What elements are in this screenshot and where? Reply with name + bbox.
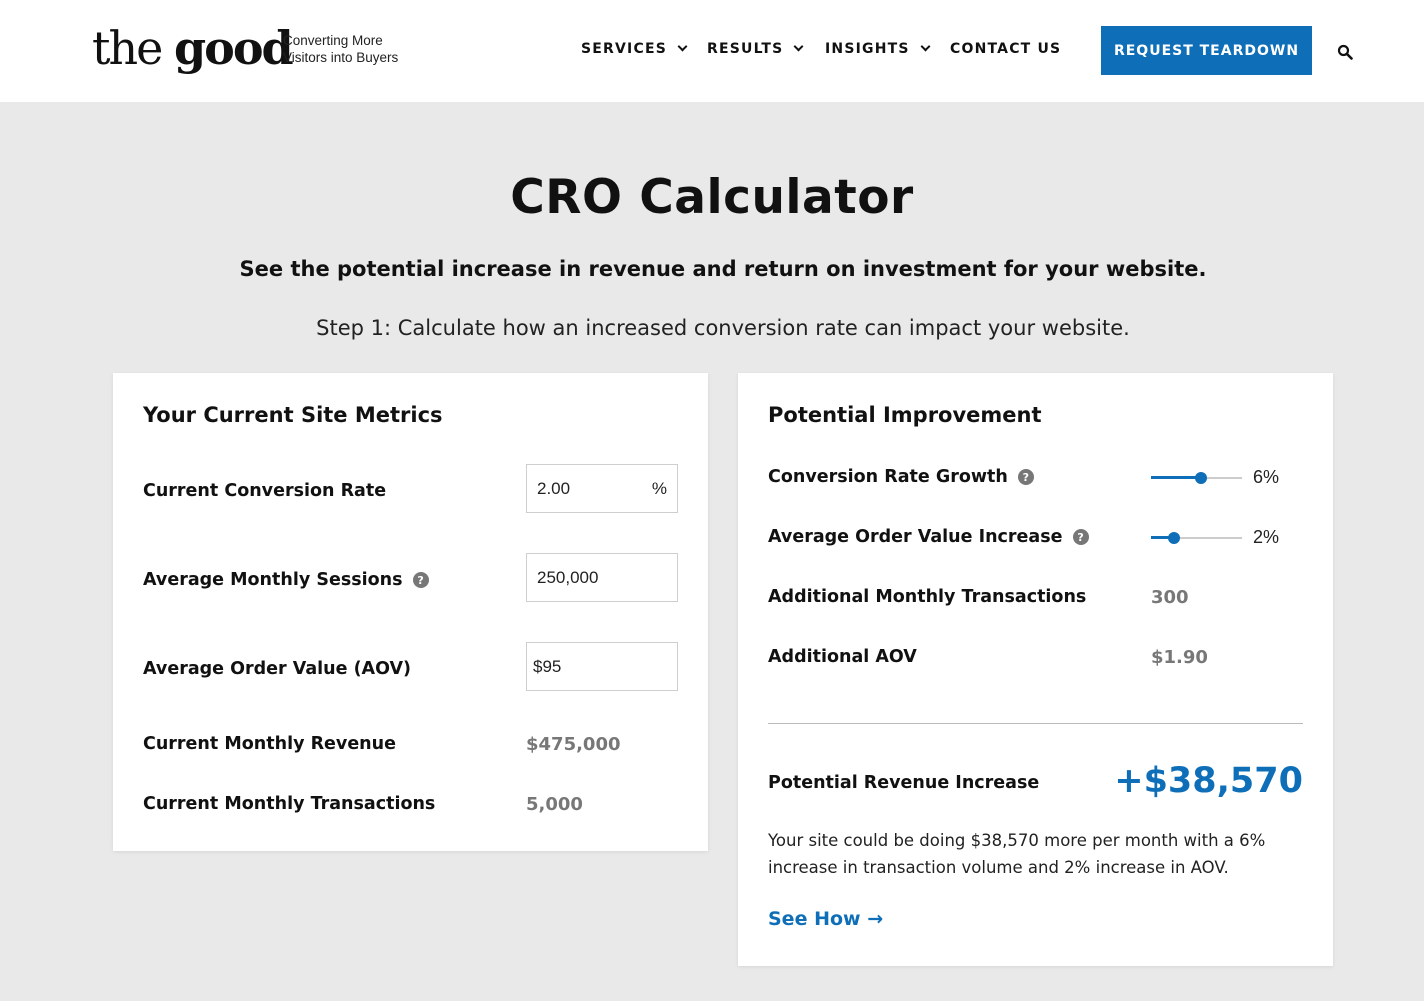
nav-contact-label: CONTACT US: [950, 41, 1062, 57]
transactions-label: Current Monthly Transactions: [143, 794, 435, 814]
percent-unit: %: [651, 479, 667, 498]
additional-transactions-label: Additional Monthly Transactions: [768, 587, 1086, 607]
conversion-rate-label: Current Conversion Rate: [143, 481, 386, 501]
revenue-label: Current Monthly Revenue: [143, 734, 396, 754]
aov-field[interactable]: [526, 642, 678, 691]
slider-track: [1151, 537, 1242, 539]
crg-value: 6%: [1253, 467, 1280, 487]
logo-good: good: [173, 21, 294, 75]
page-title: CRO Calculator: [510, 170, 914, 225]
nav-contact[interactable]: CONTACT US: [950, 41, 1061, 57]
nav-results[interactable]: RESULTS: [707, 41, 804, 57]
conversion-rate-field[interactable]: %: [526, 464, 678, 513]
sessions-input[interactable]: [527, 554, 677, 601]
page-subtitle: See the potential increase in revenue an…: [239, 257, 1207, 281]
revenue-increase-label-text: Potential Revenue Increase: [768, 773, 1040, 793]
help-icon[interactable]: ?: [412, 572, 429, 588]
additional-aov-value: $1.90: [1151, 647, 1208, 668]
transactions-label-text: Current Monthly Transactions: [143, 794, 436, 814]
potential-improvement-card: Potential Improvement Conversion Rate Gr…: [738, 373, 1333, 966]
aov-label-text: Average Order Value (AOV): [143, 659, 412, 679]
aov-increase-label: Average Order Value Increase ?: [768, 527, 1089, 547]
revenue-label-text: Current Monthly Revenue: [143, 734, 396, 754]
additional-transactions-value: 300: [1151, 587, 1189, 608]
see-how-link[interactable]: See How →: [768, 908, 884, 930]
sessions-field[interactable]: [526, 553, 678, 602]
nav-insights[interactable]: INSIGHTS: [825, 41, 931, 57]
current-metrics-heading: Your Current Site Metrics: [143, 403, 443, 427]
nav-insights-label: INSIGHTS: [825, 41, 910, 57]
help-icon[interactable]: ?: [1017, 469, 1034, 485]
help-icon[interactable]: ?: [1072, 529, 1089, 545]
nav-services[interactable]: SERVICES: [581, 41, 688, 57]
revenue-value: $475,000: [526, 734, 621, 755]
site-header: the good Converting More Visitors into B…: [0, 0, 1424, 102]
aov-label: Average Order Value (AOV): [143, 659, 411, 679]
nav-services-label: SERVICES: [581, 41, 667, 57]
tagline-line-2: Visitors into Buyers: [283, 50, 399, 65]
crg-slider[interactable]: [1151, 471, 1242, 485]
revenue-description: Your site could be doing $38,570 more pe…: [768, 831, 1266, 877]
chevron-down-icon: [920, 41, 931, 52]
crg-label: Conversion Rate Growth ?: [768, 467, 1034, 487]
tagline-line-1: Converting More: [283, 33, 383, 48]
slider-fill: [1151, 476, 1202, 479]
sessions-label-text: Average Monthly Sessions: [143, 570, 403, 590]
transactions-value: 5,000: [526, 794, 583, 815]
logo-the: the: [92, 21, 163, 75]
sessions-label: Average Monthly Sessions ?: [143, 570, 429, 590]
chevron-down-icon: [793, 41, 804, 52]
slider-handle[interactable]: [1167, 532, 1180, 544]
improvement-heading: Potential Improvement: [768, 403, 1042, 427]
request-teardown-button[interactable]: REQUEST TEARDOWN: [1101, 26, 1312, 75]
additional-transactions-label-text: Additional Monthly Transactions: [768, 587, 1087, 607]
slider-fill: [1151, 536, 1174, 539]
slider-handle[interactable]: [1195, 472, 1208, 484]
aov-increase-label-text: Average Order Value Increase: [768, 527, 1063, 547]
conversion-rate-label-text: Current Conversion Rate: [143, 481, 387, 501]
current-metrics-card: Your Current Site Metrics Current Conver…: [113, 373, 708, 851]
aov-increase-slider[interactable]: [1151, 531, 1242, 545]
crg-label-text: Conversion Rate Growth: [768, 467, 1008, 487]
tagline: Converting More Visitors into Buyers: [283, 32, 398, 66]
revenue-increase-value: +$38,570: [1114, 761, 1303, 801]
search-icon[interactable]: [1337, 44, 1353, 60]
divider: [768, 723, 1303, 724]
additional-aov-label: Additional AOV: [768, 647, 917, 667]
logo[interactable]: the good: [92, 20, 294, 76]
aov-increase-value: 2%: [1253, 527, 1280, 547]
step-instruction: Step 1: Calculate how an increased conve…: [316, 316, 1130, 340]
additional-aov-label-text: Additional AOV: [768, 647, 917, 667]
nav-results-label: RESULTS: [707, 41, 784, 57]
aov-input[interactable]: [527, 643, 677, 690]
chevron-down-icon: [677, 41, 688, 52]
conversion-rate-input[interactable]: [527, 465, 677, 512]
revenue-increase-label: Potential Revenue Increase: [768, 773, 1039, 793]
